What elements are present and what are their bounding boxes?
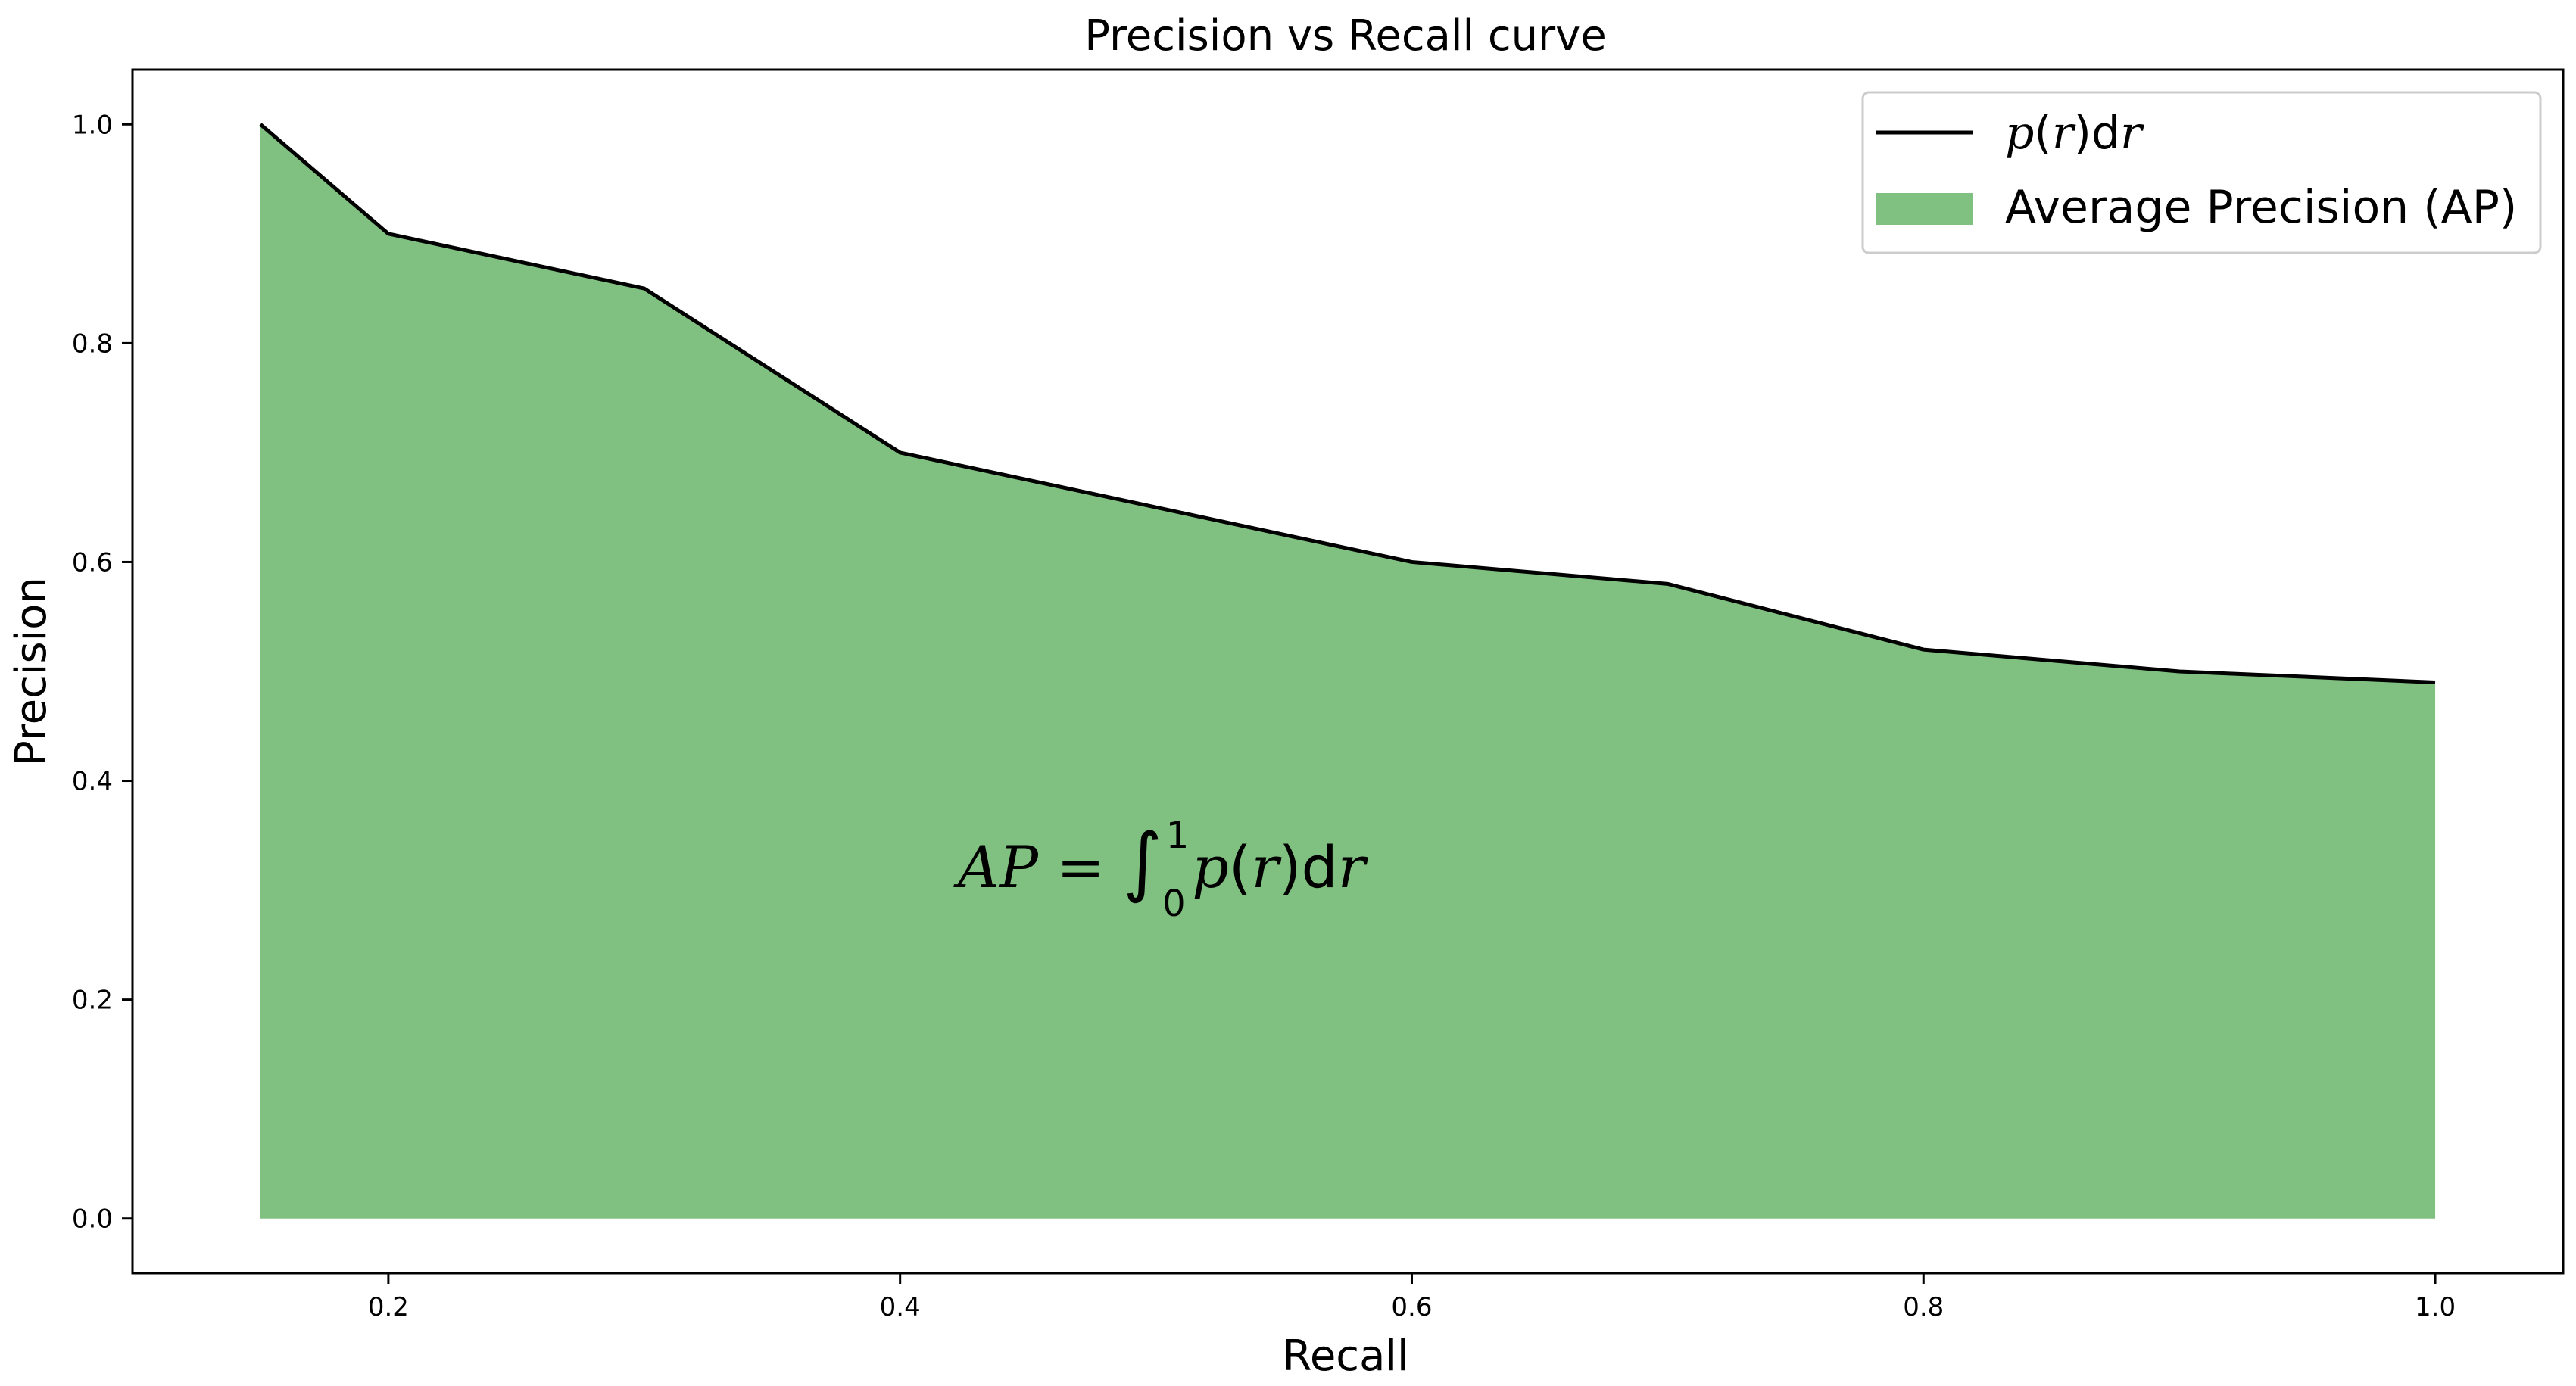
plot-area bbox=[259, 123, 2436, 1219]
legend-fill-swatch bbox=[1876, 193, 1973, 225]
axes-frame bbox=[131, 68, 2565, 1275]
precision-recall-line bbox=[259, 123, 2436, 684]
y-tick-label: 0.8 bbox=[72, 329, 113, 359]
x-tick-label: 1.0 bbox=[2415, 1292, 2456, 1322]
legend-fill-label: Average Precision (AP) bbox=[2005, 181, 2517, 234]
ap-formula-annotation: AP = ∫01p(r)dr bbox=[953, 814, 1369, 925]
legend: p(r)dr Average Precision (AP) bbox=[1861, 91, 2542, 254]
y-tick-label: 0.4 bbox=[72, 767, 113, 797]
y-tick-label: 1.0 bbox=[72, 110, 113, 140]
chart-title: Precision vs Recall curve bbox=[1084, 11, 1607, 61]
legend-box bbox=[1861, 91, 2542, 254]
x-tick-label: 0.4 bbox=[880, 1292, 921, 1322]
y-tick-label: 0.2 bbox=[72, 986, 113, 1016]
y-tick-label: 0.0 bbox=[72, 1204, 113, 1235]
svg-text:AP = ∫01p(r)dr: AP = ∫01p(r)dr bbox=[953, 814, 1369, 925]
y-axis-label: Precision bbox=[7, 577, 56, 766]
x-axis-ticks: 0.2 0.4 0.6 0.8 1.0 bbox=[368, 1273, 2456, 1322]
ap-area-fill bbox=[260, 124, 2436, 1219]
x-tick-label: 0.2 bbox=[368, 1292, 409, 1322]
x-axis-label: Recall bbox=[1282, 1331, 1408, 1381]
x-tick-label: 0.6 bbox=[1391, 1292, 1432, 1322]
x-tick-label: 0.8 bbox=[1903, 1292, 1944, 1322]
legend-line-label: p(r)dr bbox=[2005, 107, 2144, 160]
y-axis-ticks: 0.0 0.2 0.4 0.6 0.8 1.0 bbox=[72, 110, 133, 1235]
y-tick-label: 0.6 bbox=[72, 547, 113, 578]
